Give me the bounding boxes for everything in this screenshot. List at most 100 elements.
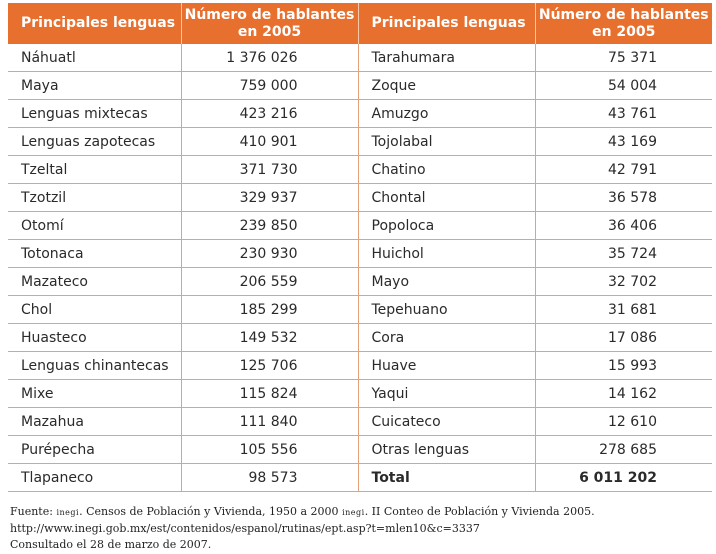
right-language-name: Mayo [358,267,536,296]
table-row: Lenguas chinantecas 125 706 Huave 15 993 [8,351,712,380]
table-row: Mazateco 206 559 Mayo 32 702 [8,267,712,296]
header-count-right-line2: en 2005 [592,23,656,40]
left-language-name: Purépecha [8,435,182,464]
header-count-left-line1: Número de hablantes [184,6,355,23]
table-row: Totonaca 230 930 Huichol 35 724 [8,239,712,268]
right-speaker-count: 278 685 [535,435,712,464]
right-speaker-count: 36 406 [535,211,712,240]
right-speaker-count: 35 724 [535,239,712,268]
source-text-2: . II Conteo de Población y Vivienda 2005… [364,505,595,518]
right-speaker-count: 12 610 [535,407,712,436]
table-row: Tzotzil 329 937 Chontal 36 578 [8,183,712,212]
languages-table: Principales lenguas Número de hablantes … [8,3,712,492]
left-speaker-count: 1 376 026 [181,44,359,72]
left-language-name: Mixe [8,379,182,408]
right-speaker-count: 32 702 [535,267,712,296]
right-language-name: Huave [358,351,536,380]
header-count-right: Número de hablantes en 2005 [535,3,712,44]
right-speaker-count: 15 993 [535,351,712,380]
left-language-name: Otomí [8,211,182,240]
left-speaker-count: 423 216 [181,99,359,128]
source-prefix: Fuente: [10,505,53,518]
header-count-left: Número de hablantes en 2005 [181,3,359,44]
right-language-name: Tarahumara [358,44,536,72]
right-language-name: Amuzgo [358,99,536,128]
right-language-name: Cuicateco [358,407,536,436]
left-language-name: Huasteco [8,323,182,352]
table-row: Náhuatl 1 376 026 Tarahumara 75 371 [8,44,712,72]
table-row: Lenguas mixtecas 423 216 Amuzgo 43 761 [8,99,712,128]
left-speaker-count: 125 706 [181,351,359,380]
table-row: Otomí 239 850 Popoloca 36 406 [8,211,712,240]
table-body: Náhuatl 1 376 026 Tarahumara 75 371 Maya 759 … [8,44,712,492]
source-consulted: Consultado el 28 de marzo de 2007. [10,538,212,551]
left-speaker-count: 206 559 [181,267,359,296]
left-speaker-count: 410 901 [181,127,359,156]
left-language-name: Mazahua [8,407,182,436]
left-speaker-count: 98 573 [181,463,359,492]
left-language-name: Lenguas zapotecas [8,127,182,156]
right-speaker-count: 14 162 [535,379,712,408]
table-row: Mixe 115 824 Yaqui 14 162 [8,379,712,408]
left-language-name: Lenguas mixtecas [8,99,182,128]
left-speaker-count: 239 850 [181,211,359,240]
source-line: Fuente: inegi. Censos de Población y Viv… [10,504,710,521]
left-language-name: Tlapaneco [8,463,182,492]
right-speaker-count: 31 681 [535,295,712,324]
left-language-name: Tzotzil [8,183,182,212]
right-language-name: Cora [358,323,536,352]
table-row: Tlapaneco 98 573 Total 6 011 202 [8,463,712,492]
right-speaker-count: 54 004 [535,71,712,100]
table-row: Chol 185 299 Tepehuano 31 681 [8,295,712,324]
table-header: Principales lenguas Número de hablantes … [8,3,712,44]
left-language-name: Totonaca [8,239,182,268]
left-speaker-count: 115 824 [181,379,359,408]
table-row: Huasteco 149 532 Cora 17 086 [8,323,712,352]
header-lang-right: Principales lenguas [358,3,536,44]
right-speaker-count: 36 578 [535,183,712,212]
source-org-2: inegi [342,508,365,517]
header-lang-left: Principales lenguas [8,3,182,44]
right-language-name: Chatino [358,155,536,184]
left-speaker-count: 111 840 [181,407,359,436]
left-speaker-count: 230 930 [181,239,359,268]
right-language-name: Tojolabal [358,127,536,156]
left-speaker-count: 371 730 [181,155,359,184]
source-url: http://www.inegi.gob.mx/est/contenidos/e… [10,522,480,535]
right-speaker-count: 43 761 [535,99,712,128]
source-text-1: . Censos de Población y Vivienda, 1950 a… [79,505,339,518]
right-language-name: Tepehuano [358,295,536,324]
header-count-left-line2: en 2005 [237,23,302,40]
right-language-name: Popoloca [358,211,536,240]
right-speaker-count: 43 169 [535,127,712,156]
left-language-name: Maya [8,71,182,100]
right-language-name: Zoque [358,71,536,100]
right-language-name: Huichol [358,239,536,268]
left-language-name: Mazateco [8,267,182,296]
left-language-name: Chol [8,295,182,324]
right-speaker-count: 17 086 [535,323,712,352]
table-row: Tzeltal 371 730 Chatino 42 791 [8,155,712,184]
right-language-name: Total [358,463,536,492]
left-language-name: Tzeltal [8,155,182,184]
source-org-1: inegi [56,508,80,517]
left-speaker-count: 759 000 [181,71,359,100]
header-count-right-line1: Número de hablantes [538,6,709,23]
table-row: Lenguas zapotecas 410 901 Tojolabal 43 169 [8,127,712,156]
left-speaker-count: 185 299 [181,295,359,324]
table-row: Maya 759 000 Zoque 54 004 [8,71,712,100]
right-speaker-count: 75 371 [535,44,712,72]
left-speaker-count: 105 556 [181,435,359,464]
right-language-name: Yaqui [358,379,536,408]
table-row: Mazahua 111 840 Cuicateco 12 610 [8,407,712,436]
table-row: Purépecha 105 556 Otras lenguas 278 685 [8,435,712,464]
right-language-name: Otras lenguas [358,435,536,464]
left-language-name: Lenguas chinantecas [8,351,182,380]
right-language-name: Chontal [358,183,536,212]
left-language-name: Náhuatl [8,44,182,72]
right-speaker-count: 6 011 202 [535,463,712,492]
left-speaker-count: 329 937 [181,183,359,212]
left-speaker-count: 149 532 [181,323,359,352]
right-speaker-count: 42 791 [535,155,712,184]
source-note: Fuente: inegi. Censos de Población y Viv… [10,504,710,553]
